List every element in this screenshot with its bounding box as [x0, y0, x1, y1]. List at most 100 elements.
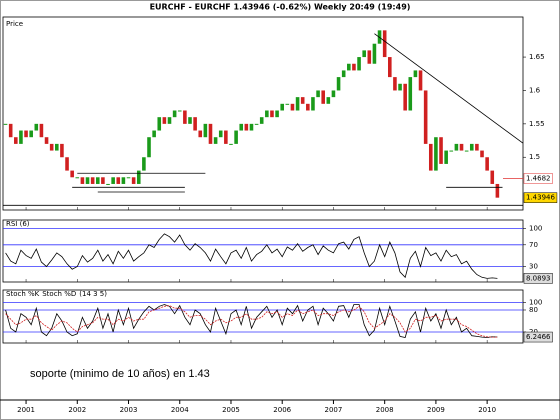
candle	[475, 143, 479, 151]
candle	[249, 123, 254, 131]
marker-label: 1.4682	[526, 174, 551, 182]
y-tick-label: 80	[529, 306, 538, 314]
candle	[198, 130, 203, 138]
candle	[347, 63, 351, 71]
candle	[147, 137, 151, 158]
candle	[14, 137, 18, 144]
candle	[60, 143, 64, 158]
candle	[229, 143, 233, 145]
series-line	[5, 233, 498, 279]
last-value-label: 1.43946	[526, 194, 555, 202]
candle	[55, 143, 59, 151]
candle	[126, 177, 131, 179]
candle	[3, 123, 8, 125]
candle	[295, 97, 300, 111]
last-value-label-box	[523, 273, 553, 284]
candle	[65, 157, 69, 171]
candle	[388, 57, 392, 78]
candle	[357, 57, 361, 71]
candle	[8, 123, 13, 138]
candle	[49, 143, 54, 151]
candle	[490, 170, 495, 184]
candle	[480, 150, 484, 158]
candle	[136, 170, 141, 184]
candle	[444, 150, 448, 164]
marker-label-box	[523, 173, 553, 184]
candle	[19, 130, 23, 144]
candle	[193, 117, 197, 131]
legend-entry: Stoch %D	[42, 290, 76, 298]
last-value-label: 6.2466	[526, 333, 551, 341]
candle	[101, 177, 105, 184]
candle	[398, 83, 402, 91]
candle	[24, 130, 28, 138]
x-tick-label: 2003	[120, 406, 138, 414]
candle	[300, 97, 305, 104]
candle	[372, 43, 377, 64]
candle	[203, 123, 208, 138]
chart-title: EURCHF - EURCHF 1.43946 (-0.62%) Weekly …	[150, 3, 411, 12]
candle	[183, 110, 187, 124]
candle	[121, 177, 126, 184]
candle	[485, 157, 489, 171]
candle	[352, 63, 356, 71]
y-tick-label: 1.6	[529, 86, 541, 94]
x-tick-label: 2005	[222, 406, 240, 414]
candle	[459, 143, 464, 151]
candle	[367, 50, 372, 64]
candle	[224, 130, 228, 144]
panel-title: Price	[6, 20, 23, 28]
panel-title: RSI (6)	[6, 220, 30, 228]
candle	[172, 110, 177, 118]
candle	[408, 77, 413, 111]
candle	[290, 103, 295, 111]
y-tick-label: 1.55	[529, 120, 545, 128]
candle	[336, 77, 341, 91]
candle	[157, 117, 162, 131]
last-value-label-box	[523, 192, 558, 203]
candle	[188, 117, 192, 124]
candle	[44, 137, 49, 144]
candle	[208, 123, 213, 144]
candle	[413, 70, 418, 78]
candle	[254, 123, 259, 125]
last-value-label-box	[523, 331, 553, 343]
candle	[362, 50, 366, 58]
x-tick-label: 2002	[68, 406, 86, 414]
panel-frame	[2, 219, 524, 283]
candle	[439, 137, 443, 164]
legend-entry: Stoch %K	[6, 290, 40, 298]
candle	[259, 117, 264, 124]
candle	[106, 183, 110, 185]
x-tick-label: 2009	[427, 406, 445, 414]
candle	[218, 130, 223, 138]
candle	[111, 177, 115, 184]
candle	[142, 157, 146, 171]
candle	[454, 143, 459, 151]
candle	[131, 177, 136, 184]
candle	[311, 97, 315, 111]
candle	[316, 90, 320, 98]
candle	[341, 70, 346, 78]
candle	[326, 97, 331, 104]
x-tick-label: 2008	[376, 406, 394, 414]
candle	[382, 30, 387, 58]
y-tick-label: 1.5	[529, 153, 540, 161]
candle	[85, 177, 90, 184]
candle	[162, 117, 167, 124]
candle	[469, 143, 474, 151]
candle	[428, 143, 433, 171]
candle	[177, 110, 182, 112]
candle	[270, 110, 274, 118]
y-tick-label: 30	[529, 262, 538, 270]
y-tick-label: 70	[529, 241, 538, 249]
candle	[434, 137, 438, 171]
x-tick-label: 2007	[325, 406, 343, 414]
panel-title: (14 3 5)	[79, 290, 107, 298]
y-tick-label: 1.65	[529, 53, 545, 61]
candle	[495, 183, 500, 198]
x-tick-label: 2004	[171, 406, 189, 414]
candle	[403, 83, 407, 111]
candle	[280, 103, 285, 111]
